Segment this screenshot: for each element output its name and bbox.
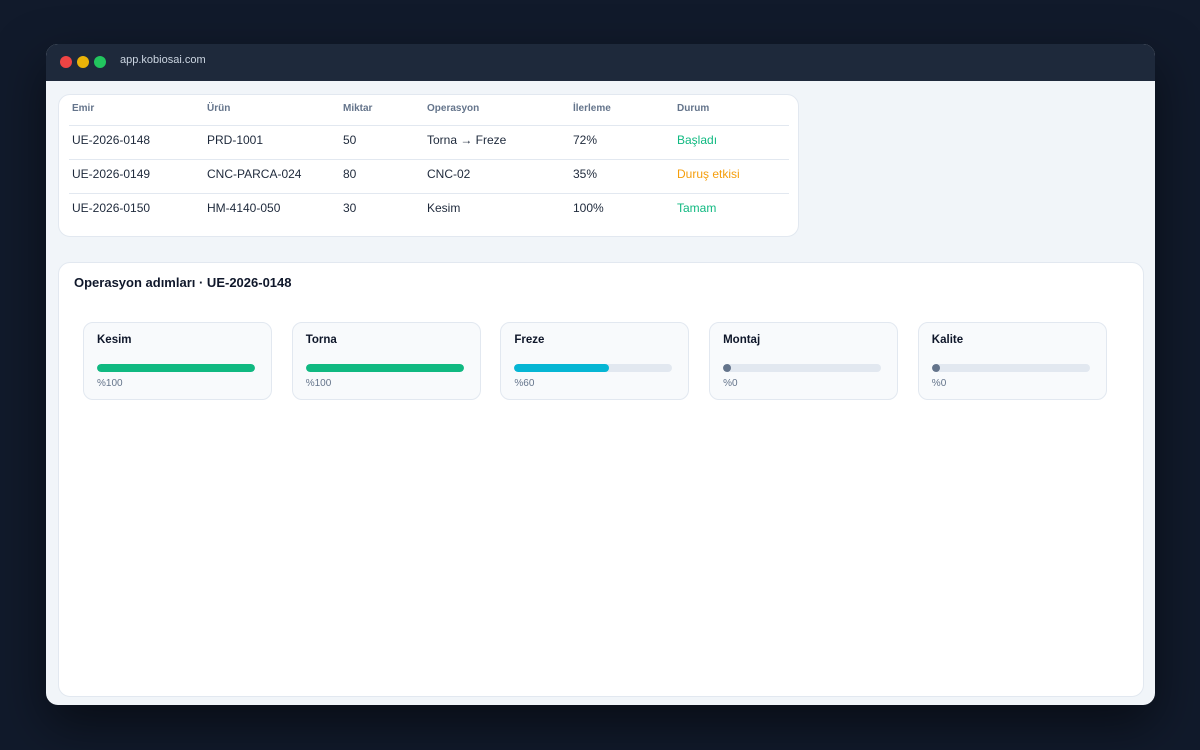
step-name: Freze (514, 334, 545, 346)
row-separator (69, 193, 789, 194)
operations-title: Operasyon adımları · UE-2026-0148 (74, 275, 292, 290)
row-separator (69, 125, 789, 126)
progress-bar (514, 364, 610, 372)
progress-bar (723, 364, 732, 372)
progress-bar (931, 364, 940, 372)
row-separator (69, 159, 789, 160)
minimize-button[interactable] (77, 56, 89, 68)
status: Tamam (677, 201, 717, 215)
step-card: Kalite %0 (917, 322, 1107, 400)
column-header: İlerleme (573, 103, 611, 114)
step-name: Montaj (723, 334, 761, 346)
progress-label: %0 (723, 378, 738, 389)
url: app.kobiosai.com (120, 54, 206, 66)
column-header: Operasyon (427, 103, 480, 114)
progress-track (97, 364, 255, 372)
cell: HM-4140-050 (207, 201, 281, 215)
browser-window: app.kobiosai.com Emir Ürün Miktar Operasyon… (46, 44, 1155, 705)
cell: 72% (573, 133, 598, 147)
step-name: Kalite (931, 334, 964, 346)
operations-card: Operasyon adımları · UE-2026-0148 Kesim%… (58, 262, 1144, 697)
cell: CNC-02 (427, 167, 471, 181)
progress-track (723, 364, 882, 372)
progress-bar (305, 364, 464, 372)
cell: 80 (343, 167, 357, 181)
column-header: Durum (677, 103, 710, 114)
progress-bar (97, 364, 255, 372)
cell: UE-2026-0150 (72, 201, 151, 215)
column-header: Ürün (207, 103, 231, 114)
cell: 50 (343, 133, 357, 147)
cell: 35% (573, 167, 598, 181)
step-card: Torna %100 (291, 322, 481, 400)
progress-track (514, 364, 673, 372)
column-header: Miktar (343, 103, 373, 114)
step-card: Kesim %100 (83, 322, 272, 400)
progress-label: %100 (305, 378, 332, 389)
step-card: Montaj %0 (709, 322, 899, 400)
column-header: Emir (72, 103, 95, 114)
progress-label: %100 (97, 378, 123, 389)
cell: 30 (343, 201, 357, 215)
cell: UE-2026-0148 (72, 133, 151, 147)
progress-label: %60 (514, 378, 535, 389)
cell: PRD-1001 (207, 133, 264, 147)
orders-table: Emir Ürün Miktar Operasyon İlerleme Durum UE-2… (58, 94, 799, 237)
status: Başladı (677, 133, 718, 147)
title-bar: app.kobiosai.com (46, 44, 1155, 81)
status: Duruş etkisi (677, 167, 740, 181)
cell: Torna → Freze (427, 133, 507, 147)
cell: CNC-PARCA-024 (207, 167, 302, 181)
progress-track (305, 364, 464, 372)
progress-track (931, 364, 1090, 372)
maximize-button[interactable] (94, 56, 106, 68)
step-name: Kesim (97, 334, 132, 346)
cell: 100% (573, 201, 604, 215)
cell: Kesim (427, 201, 461, 215)
progress-label: %0 (931, 378, 947, 389)
cell: UE-2026-0149 (72, 167, 151, 181)
step-name: Torna (305, 334, 337, 346)
close-button[interactable] (60, 56, 72, 68)
step-card: Freze %60 (500, 322, 690, 400)
